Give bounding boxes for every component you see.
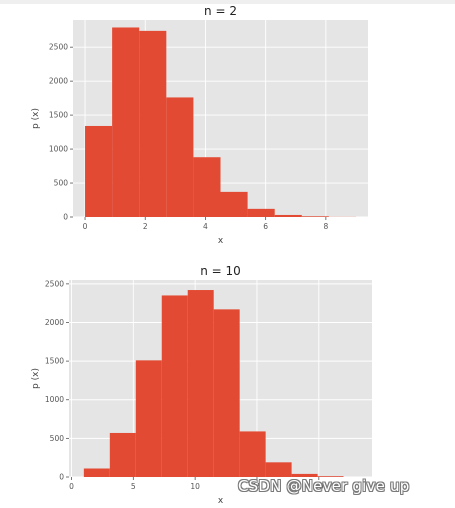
histogram-bar [83, 468, 110, 477]
y-tick-label: 1000 [49, 145, 68, 154]
x-tick-label: 8 [323, 222, 328, 231]
chart-title: n = 2 [204, 4, 237, 18]
histogram-bar [166, 97, 194, 217]
histogram-bar [139, 30, 167, 218]
y-tick-label: 1000 [45, 395, 64, 404]
y-tick-label: 0 [63, 213, 68, 222]
x-tick-label: 20 [314, 482, 324, 491]
x-tick-label: 15 [252, 482, 262, 491]
y-tick-label: 2000 [45, 318, 64, 327]
x-tick-label: 0 [69, 482, 74, 491]
chart-title: n = 10 [200, 264, 241, 278]
histogram-bar [274, 214, 302, 217]
y-tick-label: 2000 [49, 77, 68, 86]
histogram-bar [291, 473, 318, 477]
histogram-bar [247, 208, 275, 217]
histogram-bar [135, 360, 162, 477]
histogram-bar [301, 216, 329, 217]
histogram-bar [112, 27, 140, 218]
y-tick-label: 500 [54, 179, 69, 188]
x-tick-label: 4 [203, 222, 208, 231]
x-tick-label: 5 [131, 482, 136, 491]
histogram-bar [317, 476, 344, 477]
histogram-bar [187, 290, 214, 477]
y-tick-label: 1500 [45, 357, 64, 366]
histogram-bar [109, 432, 136, 477]
histogram-bar [193, 157, 221, 217]
y-tick-label: 1500 [49, 111, 68, 120]
x-tick-label: 0 [83, 222, 88, 231]
y-axis-label: p (x) [31, 368, 41, 389]
x-tick-label: 6 [263, 222, 268, 231]
x-tick-label: 10 [190, 482, 200, 491]
histogram-bar [220, 191, 248, 217]
y-tick-label: 2500 [49, 43, 68, 52]
y-axis-label: p (x) [31, 108, 41, 129]
x-axis-label: x [218, 496, 224, 506]
histogram-bar [265, 462, 292, 477]
y-tick-label: 0 [59, 473, 64, 482]
histogram-bar [239, 431, 266, 477]
histogram-bar [85, 125, 113, 217]
y-tick-label: 500 [50, 434, 65, 443]
x-tick-label: 2 [143, 222, 148, 231]
top-divider [0, 0, 455, 4]
histogram-bar [213, 309, 240, 477]
y-tick-label: 2500 [45, 279, 64, 288]
histogram-bar [161, 295, 188, 477]
watermark: CSDN @Never give up [238, 477, 410, 495]
x-axis-label: x [218, 236, 224, 246]
